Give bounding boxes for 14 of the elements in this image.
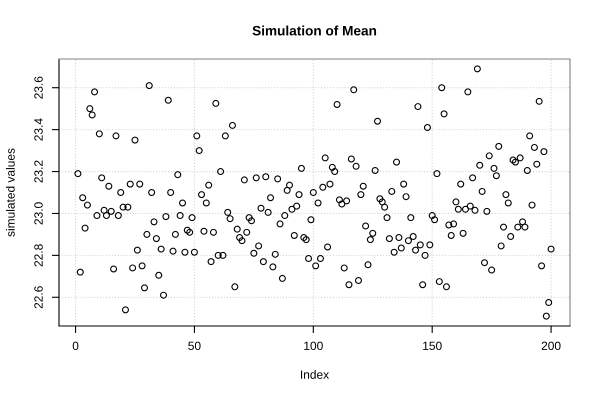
x-axis-title: Index	[300, 370, 329, 379]
y-tick-label: 23.0	[34, 202, 43, 224]
x-tick-label: 200	[542, 342, 561, 350]
y-tick-label: 23.6	[34, 76, 43, 99]
y-tick-label: 22.8	[34, 244, 43, 266]
y-tick-label: 23.4	[34, 118, 43, 141]
x-tick-label: 150	[423, 342, 442, 350]
x-tick-label: 0	[72, 342, 78, 350]
chart-title: Simulation of Mean	[252, 26, 376, 36]
x-tick-label: 50	[188, 342, 201, 350]
y-tick-label: 22.6	[34, 286, 43, 308]
y-tick-label: 23.2	[34, 160, 43, 183]
x-tick-label: 100	[304, 342, 323, 350]
y-axis-title: simulated values	[6, 148, 15, 237]
